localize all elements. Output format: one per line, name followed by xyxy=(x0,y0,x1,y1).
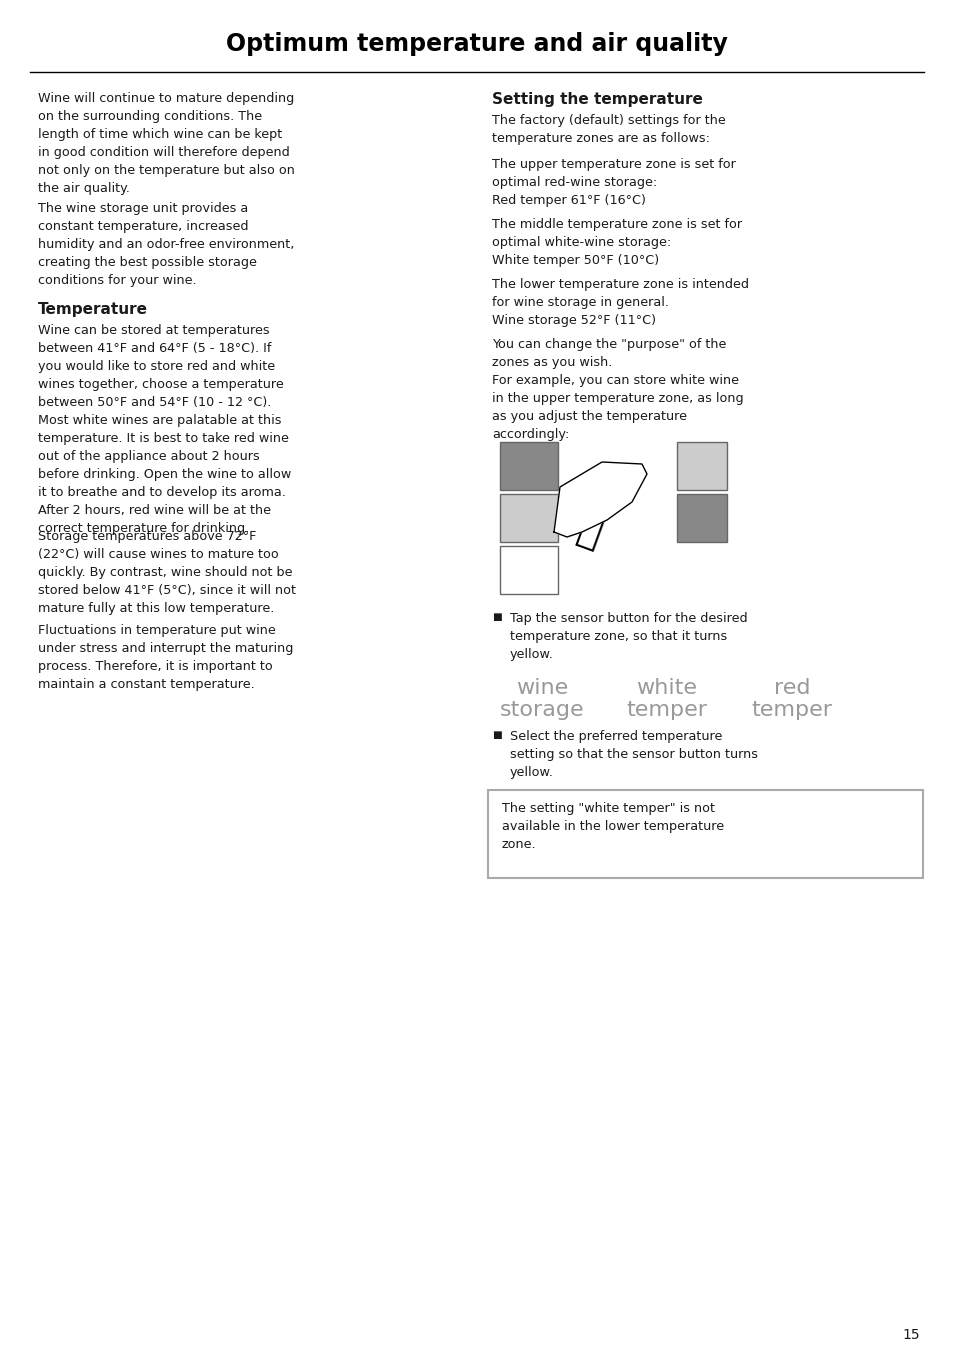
Text: The middle temperature zone is set for
optimal white-wine storage:
White temper : The middle temperature zone is set for o… xyxy=(492,218,741,266)
Text: Fluctuations in temperature put wine
under stress and interrupt the maturing
pro: Fluctuations in temperature put wine und… xyxy=(38,625,294,691)
Text: Temperature: Temperature xyxy=(38,301,148,316)
Text: Tap the sensor button for the desired
temperature zone, so that it turns
yellow.: Tap the sensor button for the desired te… xyxy=(510,612,747,661)
Text: ✋: ✋ xyxy=(572,510,606,554)
Text: The upper temperature zone is set for
optimal red-wine storage:
Red temper 61°F : The upper temperature zone is set for op… xyxy=(492,158,735,207)
Text: red: red xyxy=(773,677,809,698)
Text: white: white xyxy=(636,677,697,698)
Text: 15: 15 xyxy=(902,1328,919,1343)
Text: The wine storage unit provides a
constant temperature, increased
humidity and an: The wine storage unit provides a constan… xyxy=(38,201,294,287)
Text: Optimum temperature and air quality: Optimum temperature and air quality xyxy=(226,32,727,55)
Text: The setting "white temper" is not
available in the lower temperature
zone.: The setting "white temper" is not availa… xyxy=(501,802,723,850)
Bar xyxy=(499,442,558,489)
Polygon shape xyxy=(554,462,646,537)
Text: The lower temperature zone is intended
for wine storage in general.
Wine storage: The lower temperature zone is intended f… xyxy=(492,279,748,327)
Text: Setting the temperature: Setting the temperature xyxy=(492,92,702,107)
Bar xyxy=(677,442,726,489)
Text: wine: wine xyxy=(516,677,568,698)
Text: Storage temperatures above 72°F
(22°C) will cause wines to mature too
quickly. B: Storage temperatures above 72°F (22°C) w… xyxy=(38,530,295,615)
Text: storage: storage xyxy=(499,700,583,721)
Text: The factory (default) settings for the
temperature zones are as follows:: The factory (default) settings for the t… xyxy=(492,114,725,145)
Bar xyxy=(488,790,923,877)
Text: Select the preferred temperature
setting so that the sensor button turns
yellow.: Select the preferred temperature setting… xyxy=(510,730,758,779)
Text: Wine will continue to mature depending
on the surrounding conditions. The
length: Wine will continue to mature depending o… xyxy=(38,92,294,195)
Bar xyxy=(499,493,558,542)
Text: You can change the "purpose" of the
zones as you wish.
For example, you can stor: You can change the "purpose" of the zone… xyxy=(492,338,742,441)
Bar xyxy=(499,546,558,594)
Text: ■: ■ xyxy=(492,612,501,622)
Text: Wine can be stored at temperatures
between 41°F and 64°F (5 - 18°C). If
you woul: Wine can be stored at temperatures betwe… xyxy=(38,324,291,535)
Text: temper: temper xyxy=(626,700,707,721)
Text: ■: ■ xyxy=(492,730,501,740)
Bar xyxy=(677,493,726,542)
Text: temper: temper xyxy=(751,700,832,721)
